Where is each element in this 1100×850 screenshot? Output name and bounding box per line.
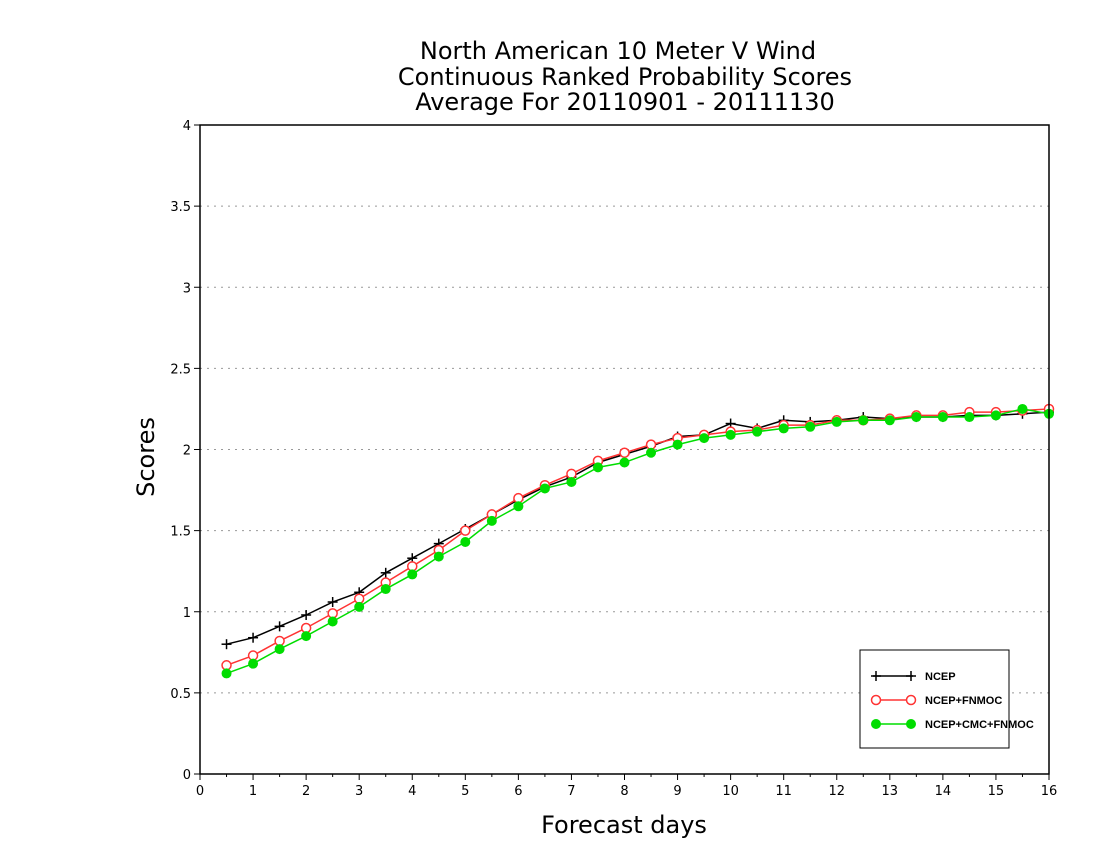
x-tick-label: 2: [302, 784, 310, 799]
data-point-ncep-cmc-fnmoc: [380, 584, 391, 595]
data-point-ncep-cmc-fnmoc: [646, 447, 657, 458]
legend-item-ncep-cmc-fnmoc: NCEP+CMC+FNMOC: [871, 719, 1034, 731]
data-point-ncep-cmc-fnmoc: [699, 433, 710, 444]
x-tick-label: 16: [1041, 784, 1058, 799]
data-point-ncep-cmc-fnmoc: [778, 423, 789, 434]
grid: [200, 205, 1049, 694]
x-tick-label: 0: [196, 784, 204, 799]
data-point-ncep-cmc-fnmoc: [752, 426, 763, 437]
series-ncep: [221, 407, 1054, 650]
data-point-ncep: [221, 639, 232, 650]
data-point-ncep-cmc-fnmoc: [1017, 403, 1028, 414]
data-point-ncep-cmc-fnmoc: [327, 616, 338, 627]
legend-label: NCEP: [925, 671, 956, 683]
series-group: [221, 403, 1055, 679]
data-point-ncep-cmc-fnmoc: [566, 476, 577, 487]
legend-item-ncep: NCEP: [871, 671, 956, 683]
data-point-ncep-cmc-fnmoc: [513, 501, 524, 512]
data-point-ncep-cmc-fnmoc: [937, 412, 948, 423]
legend-box: [859, 649, 1010, 749]
x-axis-title: Forecast days: [541, 811, 707, 839]
data-point-ncep-cmc-fnmoc: [831, 416, 842, 427]
x-axis: 0 1 2 3 4 5 6 7 8 9 10 11 12 13 14 15 16: [196, 774, 1057, 799]
chart-title: North American 10 Meter V Wind Continuou…: [398, 37, 852, 116]
x-tick-label: 5: [461, 784, 469, 799]
legend-label: NCEP+CMC+FNMOC: [925, 719, 1034, 731]
data-point-ncep-fnmoc: [619, 447, 630, 458]
legend-marker: [905, 694, 917, 706]
y-tick-label: 2: [183, 444, 191, 459]
series-ncep-fnmoc: [221, 403, 1055, 671]
legend-marker: [906, 719, 916, 729]
legend-marker: [870, 694, 882, 706]
data-point-ncep-cmc-fnmoc: [433, 551, 444, 562]
x-tick-label: 3: [355, 784, 363, 799]
x-tick-label: 4: [408, 784, 416, 799]
y-tick-label: 0: [183, 768, 191, 783]
data-point-ncep-cmc-fnmoc: [592, 462, 603, 473]
legend-item-ncep-fnmoc: NCEP+FNMOC: [870, 694, 1002, 707]
x-tick-label: 13: [882, 784, 899, 799]
chart-title-line-3: Average For 20110901 - 20111130: [415, 88, 835, 116]
y-tick-label: 3.5: [170, 200, 191, 215]
x-tick-label: 11: [775, 784, 792, 799]
x-tick-label: 6: [514, 784, 522, 799]
y-axis: 0 0.5 1 1.5 2 2.5 3 3.5 4: [170, 119, 200, 783]
data-point-ncep-fnmoc: [460, 525, 471, 536]
data-point-ncep-cmc-fnmoc: [619, 457, 630, 468]
data-point-ncep-cmc-fnmoc: [884, 415, 895, 426]
x-tick-label: 10: [722, 784, 739, 799]
data-point-ncep-cmc-fnmoc: [805, 421, 816, 432]
legend-label: NCEP+FNMOC: [925, 695, 1002, 707]
x-tick-label: 14: [935, 784, 952, 799]
data-point-ncep-cmc-fnmoc: [486, 515, 497, 526]
data-point-ncep-cmc-fnmoc: [407, 569, 418, 580]
y-tick-label: 1.5: [170, 525, 191, 540]
x-tick-label: 9: [673, 784, 681, 799]
y-tick-label: 4: [183, 119, 191, 134]
chart-title-line-1: North American 10 Meter V Wind: [420, 37, 816, 65]
series-line-ncep-fnmoc: [226, 408, 1050, 666]
data-point-ncep-cmc-fnmoc: [911, 412, 922, 423]
data-point-ncep: [274, 621, 285, 632]
y-tick-label: 2.5: [170, 362, 191, 377]
legend-marker: [871, 671, 881, 681]
x-tick-label: 15: [988, 784, 1005, 799]
data-point-ncep: [380, 567, 391, 578]
data-point-ncep-cmc-fnmoc: [221, 668, 232, 679]
data-point-ncep: [301, 609, 312, 620]
data-point-ncep-cmc-fnmoc: [858, 415, 869, 426]
data-point-ncep-cmc-fnmoc: [248, 658, 259, 669]
legend-marker: [871, 719, 881, 729]
data-point-ncep-cmc-fnmoc: [460, 536, 471, 547]
series-line-ncep: [226, 411, 1050, 645]
data-point-ncep-cmc-fnmoc: [274, 644, 285, 655]
y-tick-label: 1: [183, 606, 191, 621]
data-point-ncep-cmc-fnmoc: [964, 412, 975, 423]
y-tick-label: 0.5: [170, 687, 191, 702]
legend-marker: [906, 671, 916, 681]
data-point-ncep-cmc-fnmoc: [539, 483, 550, 494]
legend: NCEP NCEP+FNMOC NCEP+CMC+FNMOC: [859, 649, 1034, 749]
y-axis-title: Scores: [132, 417, 160, 497]
data-point-ncep: [248, 632, 259, 643]
data-point-ncep-cmc-fnmoc: [990, 410, 1001, 421]
x-tick-label: 12: [828, 784, 845, 799]
x-tick-label: 7: [567, 784, 575, 799]
data-point-ncep-cmc-fnmoc: [354, 601, 365, 612]
data-point-ncep-cmc-fnmoc: [725, 429, 736, 440]
x-tick-label: 8: [620, 784, 628, 799]
chart-title-line-2: Continuous Ranked Probability Scores: [398, 63, 852, 91]
y-tick-label: 3: [183, 281, 191, 296]
data-point-ncep: [327, 597, 338, 608]
data-point-ncep-cmc-fnmoc: [672, 439, 683, 450]
series-ncep-cmc-fnmoc: [221, 403, 1054, 679]
data-point-ncep-cmc-fnmoc: [301, 631, 312, 642]
x-tick-label: 1: [249, 784, 257, 799]
